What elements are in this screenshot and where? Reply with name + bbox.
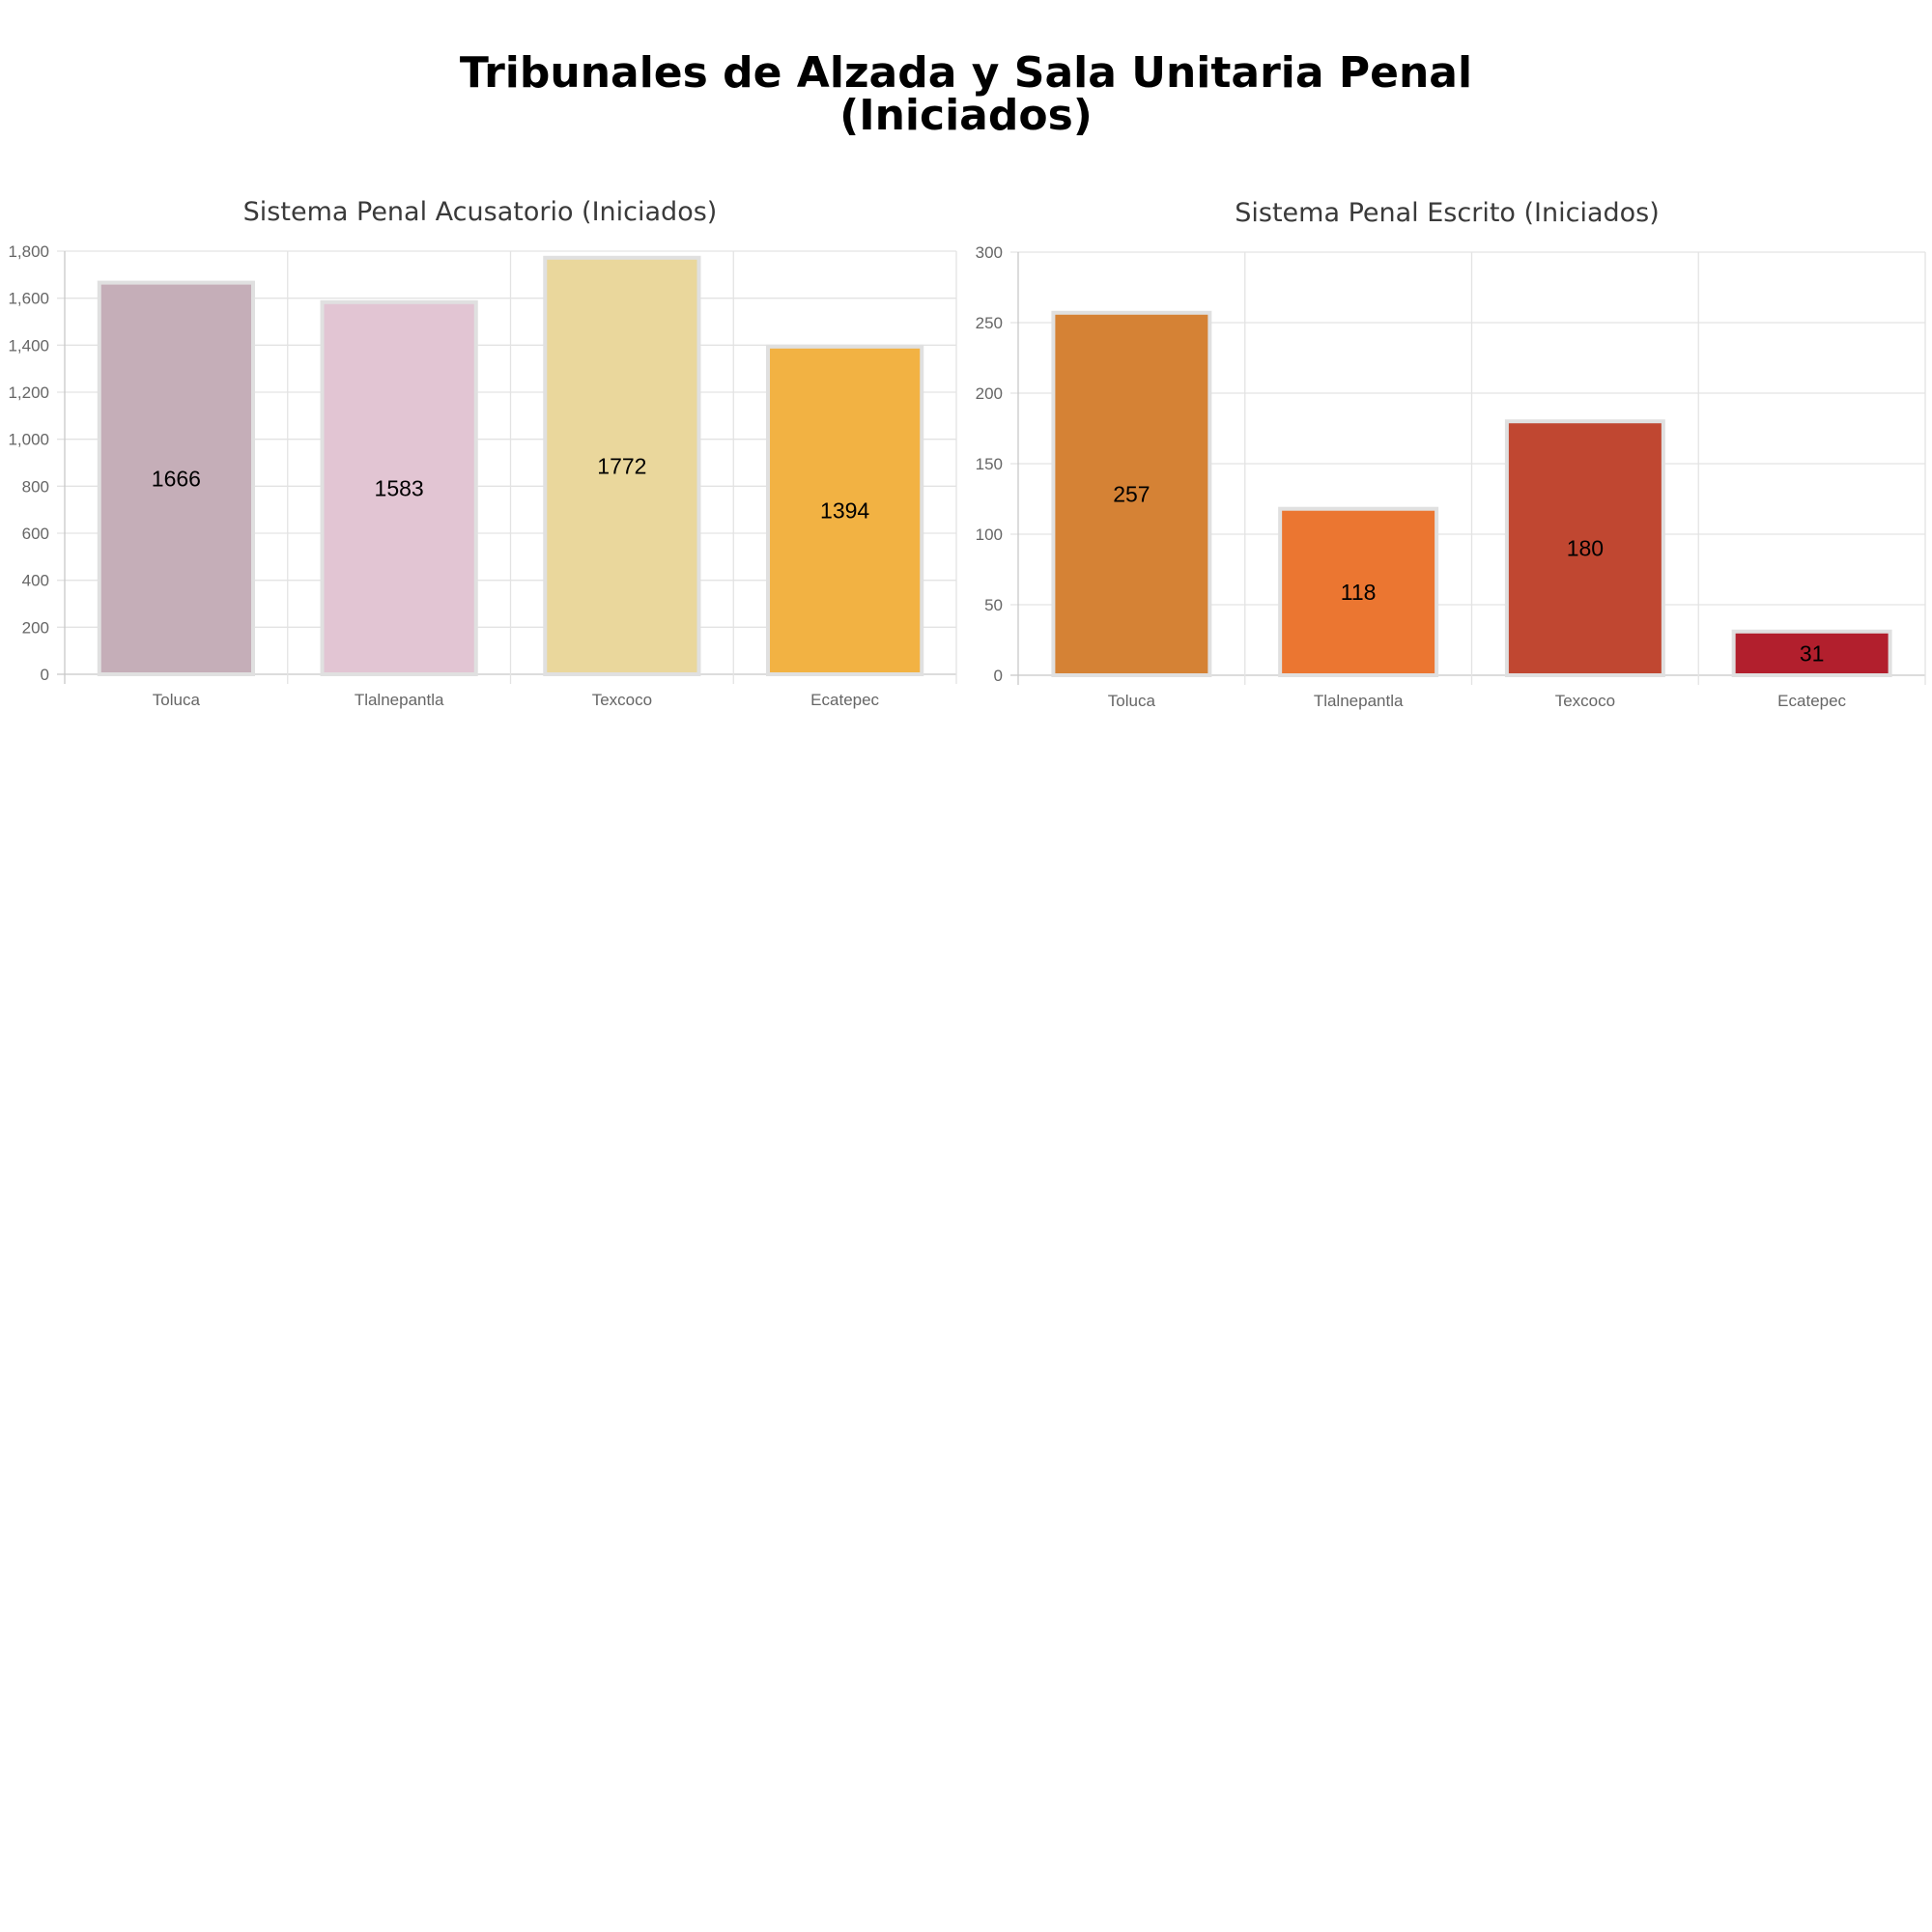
bar-value-label-acusatorio: 1583: [375, 475, 424, 500]
bar-acusatorio-texcoco[interactable]: [543, 255, 701, 676]
x-tick-label-escrito: Texcoco: [1555, 692, 1615, 710]
bar-acusatorio-toluca[interactable]: [97, 280, 255, 676]
chart-title-escrito: Sistema Penal Escrito (Iniciados): [1235, 198, 1660, 228]
bar-acusatorio-tlalnepantla[interactable]: [320, 299, 478, 676]
page-title-line2: (Iniciados): [839, 91, 1093, 140]
x-tick-label-escrito: Ecatepec: [1777, 692, 1846, 710]
bar-value-label-escrito: 118: [1341, 580, 1377, 605]
y-tick-label-acusatorio: 1,000: [8, 431, 49, 449]
y-tick-label-acusatorio: 1,400: [8, 336, 49, 355]
y-tick-label-acusatorio: 1,800: [8, 242, 49, 261]
page-title: Tribunales de Alzada y Sala Unitaria Pen…: [0, 52, 1932, 137]
y-tick-label-acusatorio: 0: [41, 666, 49, 684]
bar-value-label-escrito: 31: [1800, 640, 1825, 666]
y-tick-label-acusatorio: 600: [22, 525, 49, 543]
bar-escrito-toluca[interactable]: [1051, 310, 1212, 677]
bar-value-label-acusatorio: 1772: [597, 453, 646, 478]
bar-acusatorio-ecatepec[interactable]: [766, 344, 924, 676]
y-tick-label-acusatorio: 400: [22, 572, 49, 590]
bar-escrito-ecatepec[interactable]: [1731, 629, 1892, 677]
y-tick-label-escrito: 250: [976, 314, 1003, 332]
y-tick-label-acusatorio: 1,600: [8, 290, 49, 308]
bar-value-label-escrito: 180: [1567, 536, 1604, 561]
y-tick-label-acusatorio: 200: [22, 618, 49, 637]
y-tick-label-escrito: 0: [994, 667, 1003, 685]
chart-sistema-penal-escrito: Sistema Penal Escrito (Iniciados) 0 50 100 1…: [976, 198, 1926, 710]
chart-sistema-penal-acusatorio: Sistema Penal Acusatorio (Iniciados) 0 200…: [8, 197, 957, 709]
y-tick-label-acusatorio: 800: [22, 477, 49, 496]
bar-value-label-acusatorio: 1394: [820, 497, 869, 523]
bar-escrito-texcoco[interactable]: [1504, 419, 1665, 677]
x-tick-label-escrito: Tlalnepantla: [1314, 692, 1404, 710]
y-tick-label-escrito: 50: [984, 596, 1003, 614]
x-tick-label-acusatorio: Texcoco: [592, 691, 652, 709]
y-tick-label-escrito: 100: [976, 526, 1003, 544]
y-tick-label-escrito: 150: [976, 455, 1003, 473]
bar-escrito-tlalnepantla[interactable]: [1278, 506, 1439, 677]
x-tick-label-acusatorio: Toluca: [153, 691, 201, 709]
bar-value-label-acusatorio: 1666: [152, 466, 201, 491]
x-tick-label-acusatorio: Tlalnepantla: [355, 691, 444, 709]
x-tick-label-escrito: Toluca: [1108, 692, 1156, 710]
y-tick-label-escrito: 300: [976, 243, 1003, 262]
y-tick-label-escrito: 200: [976, 384, 1003, 403]
bar-value-label-escrito: 257: [1113, 481, 1150, 506]
page-title-line1: Tribunales de Alzada y Sala Unitaria Pen…: [459, 48, 1473, 98]
y-tick-label-acusatorio: 1,200: [8, 384, 49, 402]
chart-title-acusatorio: Sistema Penal Acusatorio (Iniciados): [243, 197, 718, 227]
x-tick-label-acusatorio: Ecatepec: [810, 691, 879, 709]
